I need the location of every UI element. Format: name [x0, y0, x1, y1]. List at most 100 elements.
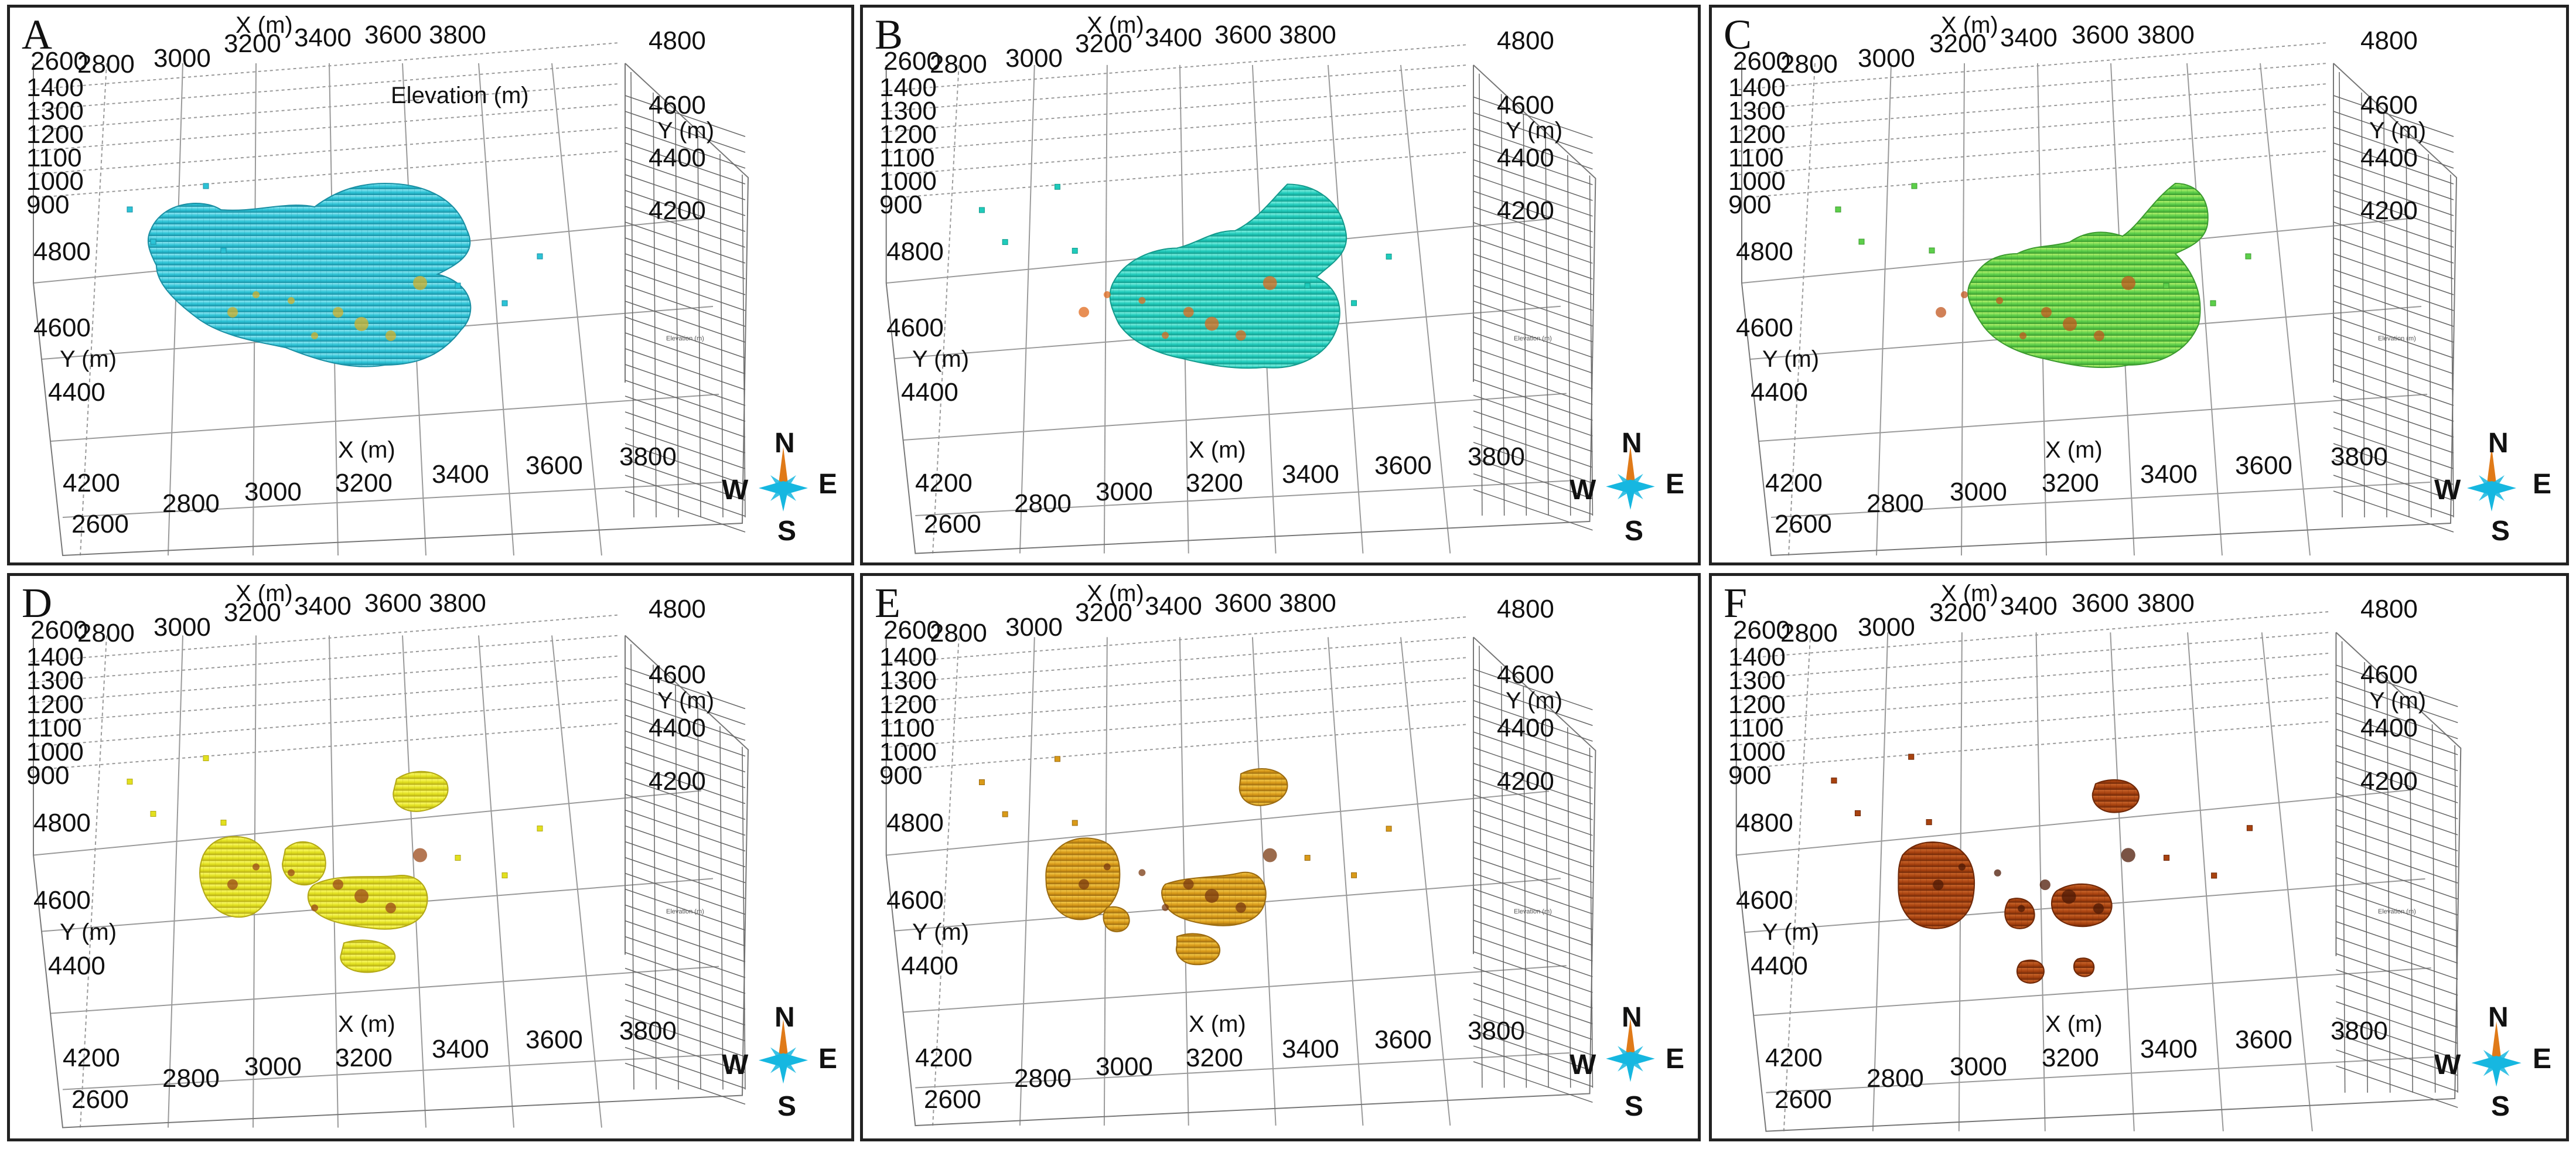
x-tick-bottom: 3200: [2042, 1044, 2099, 1072]
grid-line-x: [2110, 632, 2135, 1131]
side-face-line: [2454, 745, 2458, 1093]
x-axis-title-top: X (m): [1087, 12, 1144, 38]
elevation-tick: 1200: [1728, 690, 1786, 719]
grid-line-x: [2261, 632, 2313, 1131]
panel-b: B 2600 2800 3000 3200 3400 3600 3800 X (m) 1400 13…: [860, 5, 1701, 565]
grid-line-elevation: [883, 128, 1468, 176]
grade-hotspot: [1996, 297, 2003, 304]
grid-line-y: [1736, 789, 2414, 856]
isolated-voxel: [2163, 282, 2169, 289]
side-face-line: [625, 762, 746, 804]
side-face-line: [2336, 809, 2458, 852]
elevation-tick: 1000: [26, 738, 84, 766]
voxel-body: [2073, 957, 2095, 977]
elevation-tick: 1100: [1728, 714, 1784, 742]
compass-north-label: N: [2488, 428, 2509, 459]
x-tick-top: 3200: [1075, 29, 1132, 58]
grid-line-elevation: [883, 724, 1468, 772]
compass-diagonal: [2479, 475, 2505, 501]
side-face-line: [2431, 724, 2436, 1093]
side-face-line: [1473, 301, 1593, 343]
x-tick-top: 2600: [883, 616, 941, 645]
grid-line-elevation: [883, 44, 1468, 92]
compass-rose-icon: [2467, 447, 2516, 512]
side-face-line: [2336, 873, 2458, 916]
elevation-tick: 900: [26, 190, 70, 219]
grid-line-elevation: [30, 635, 620, 683]
side-face-line: [1500, 666, 1505, 1088]
grid-line-x: [1251, 637, 1277, 1126]
x-tick-top: 3600: [364, 21, 422, 49]
x-tick-top: 3600: [2072, 21, 2129, 49]
y-tick-left: 4600: [886, 886, 944, 915]
compass-south-label: S: [777, 1091, 797, 1122]
side-face-line: [2336, 905, 2458, 948]
side-face-line: [2333, 475, 2454, 517]
grade-hotspot: [333, 307, 343, 318]
side-face-line: [2333, 490, 2454, 533]
isolated-voxel: [455, 282, 461, 289]
y-tick-right: 4800: [2360, 595, 2418, 623]
grade-hotspot: [2039, 879, 2050, 891]
side-face-line: [675, 685, 679, 1090]
grid-line-y: [33, 790, 702, 856]
elevation-tick: 1400: [1728, 73, 1786, 102]
x-tick-bottom: 3600: [526, 1025, 583, 1054]
side-face-line: [1473, 144, 1593, 186]
compass-south-label: S: [2491, 1091, 2510, 1122]
y-tick-left: 4600: [33, 886, 91, 915]
voxel-body: [307, 874, 428, 930]
x-tick-top: 3800: [2137, 589, 2195, 618]
grid-line-elevation: [1738, 83, 2328, 131]
x-tick-bottom: 2600: [1775, 510, 1832, 538]
compass-north-label: N: [1622, 1002, 1642, 1033]
grid-line-x: [2260, 63, 2311, 556]
voxel-body: [2091, 779, 2140, 813]
grid-line-y: [915, 1052, 1570, 1089]
side-face-line: [2333, 269, 2454, 311]
grade-hotspot: [1936, 307, 1946, 318]
x-tick-top: 3400: [1145, 592, 1202, 620]
x-axis-title-bottom: X (m): [338, 437, 395, 463]
elevation-tick: 1200: [879, 120, 937, 149]
grade-hotspot: [227, 879, 238, 890]
plot-box-outline: [885, 64, 1596, 554]
compass-south-label: S: [2491, 516, 2510, 547]
side-face-line: [625, 174, 746, 216]
side-face-line: [1589, 747, 1594, 1088]
y-axis-title-right: Y (m): [1506, 118, 1563, 144]
voxel-body: [1238, 768, 1288, 806]
compass-diagonal: [2483, 1049, 2510, 1076]
grid-line-elevation: [30, 127, 620, 175]
y-tick-right: 4200: [2360, 767, 2418, 796]
x-tick-bottom: 3400: [1282, 1035, 1339, 1063]
grid-line-x: [1788, 63, 1816, 556]
isolated-voxel: [1858, 238, 1865, 245]
side-face-line: [1473, 473, 1593, 515]
side-face-line: [1473, 967, 1593, 1009]
grade-hotspot: [1205, 316, 1219, 331]
x-tick-bottom: 3800: [619, 1017, 677, 1045]
grid-line-elevation: [30, 699, 620, 748]
side-face-line: [1473, 888, 1593, 930]
elevation-tick: 900: [879, 761, 923, 790]
isolated-voxel: [1072, 248, 1078, 254]
y-tick-right: 4600: [2360, 660, 2418, 689]
side-face-line: [625, 952, 746, 994]
side-face-line: [2361, 92, 2365, 518]
side-face-line: [1473, 778, 1593, 820]
side-face-line: [2336, 1049, 2458, 1092]
grid-line-x: [80, 635, 107, 1128]
y-tick-right: 4400: [1497, 714, 1554, 742]
side-face-line: [2341, 641, 2346, 1093]
grid-line-x: [1327, 637, 1364, 1126]
y-axis-title-left: Y (m): [912, 919, 970, 945]
grid-line-y: [886, 790, 1550, 856]
x-axis-title-top: X (m): [236, 581, 293, 606]
side-face-line: [2333, 190, 2454, 232]
side-face-line: [625, 999, 746, 1042]
compass-west-label: W: [2434, 1049, 2461, 1080]
panel-3d-grid-plot: [1733, 611, 2522, 1132]
grid-line-elevation: [1738, 63, 2328, 111]
elevation-tick: 1100: [879, 144, 935, 172]
